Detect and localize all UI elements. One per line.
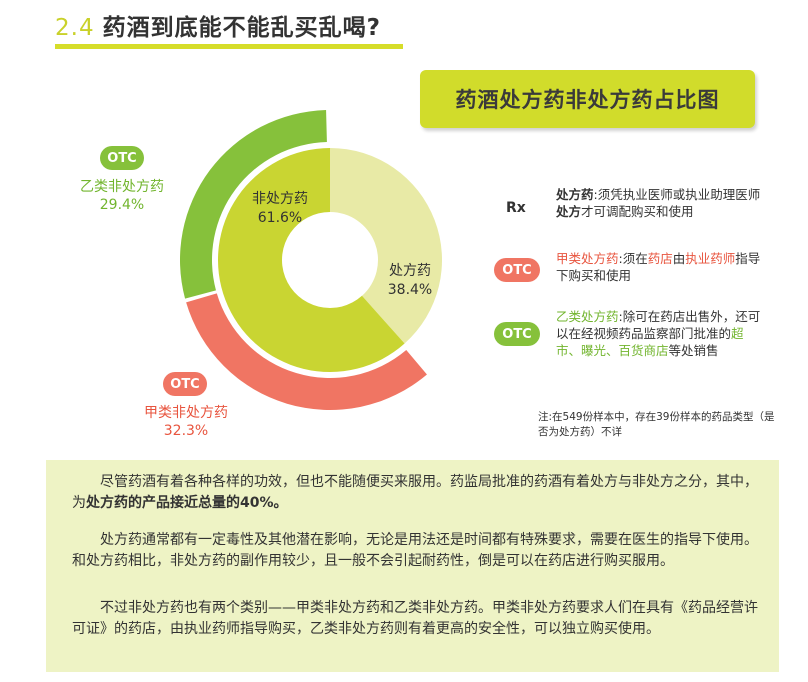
slice-label: 非处方药 xyxy=(252,191,308,207)
section-number: 2.4 xyxy=(55,15,95,41)
slice-value: 29.4% xyxy=(99,197,145,213)
otc-badge-green: OTC xyxy=(100,146,144,170)
section-title: 药酒到底能不能乱买乱喝? xyxy=(102,15,381,41)
rx-icon: Rx xyxy=(506,200,526,216)
slice-label: 乙类非处方药 xyxy=(80,179,164,195)
inner-label-otc: 非处方药 61.6% xyxy=(240,190,320,228)
outer-ring xyxy=(180,110,427,410)
outer-label-class-a: 甲类非处方药 32.3% xyxy=(124,404,248,440)
inner-ring xyxy=(218,148,443,373)
otc-badge-red: OTC xyxy=(163,372,207,396)
legend-rx-text: 处方药:须凭执业医师或执业助理医师处方才可调配购买和使用 xyxy=(556,187,761,219)
donut-chart xyxy=(180,110,443,410)
slice-value: 61.6% xyxy=(257,210,303,226)
chart-title: 药酒处方药非处方药占比图 xyxy=(420,70,755,128)
paragraph-3: 不过非处方药也有两个类别——甲类非处方药和乙类非处方药。甲类非处方药要求人们在具… xyxy=(72,600,758,637)
slice-otc-class-a xyxy=(186,293,427,410)
paragraph-2: 处方药通常都有一定毒性及其他潜在影响，无论是用法还是时间都有特殊要求，需要在医生… xyxy=(72,532,758,569)
slice-value: 32.3% xyxy=(163,423,209,439)
slice-label: 处方药 xyxy=(389,263,431,279)
legend-rx: Rx 处方药:须凭执业医师或执业助理医师处方才可调配购买和使用 xyxy=(494,186,764,236)
slice-otc-class-b xyxy=(180,110,327,299)
inner-label-rx: 处方药 38.4% xyxy=(370,262,450,300)
otc-icon-green: OTC xyxy=(494,322,540,346)
slice-value: 38.4% xyxy=(387,282,433,298)
heading-underline xyxy=(55,44,403,49)
text-panel: 尽管药酒有着各种各样的功效，但也不能随便买来服用。药监局批准的药酒有着处方与非处… xyxy=(46,460,779,672)
sample-note: 注:在549份样本中，存在39份样本的药品类型（是否为处方药）不详 xyxy=(538,411,775,438)
slice-rx xyxy=(330,148,443,344)
legend-otc-a-text: 甲类处方药:须在药店由执业药师指导下购买和使用 xyxy=(556,251,761,283)
legend-otc-a: OTC 甲类处方药:须在药店由执业药师指导下购买和使用 xyxy=(494,250,764,290)
slice-otc xyxy=(218,148,405,373)
slice-label: 甲类非处方药 xyxy=(144,405,228,421)
legend-otc-b-text: 乙类处方药:除可在药店出售外，还可以在经视频药品监察部门批准的超市、曝光、百货商… xyxy=(556,309,761,358)
outer-label-class-b: 乙类非处方药 29.4% xyxy=(60,178,184,214)
otc-icon-red: OTC xyxy=(494,258,540,282)
paragraph-1: 尽管药酒有着各种各样的功效，但也不能随便买来服用。药监局批准的药酒有着处方与非处… xyxy=(72,474,758,511)
legend-otc-b: OTC 乙类处方药:除可在药店出售外，还可以在经视频药品监察部门批准的超市、曝光… xyxy=(494,308,764,382)
section-heading: 2.4 药酒到底能不能乱买乱喝? xyxy=(55,8,381,42)
